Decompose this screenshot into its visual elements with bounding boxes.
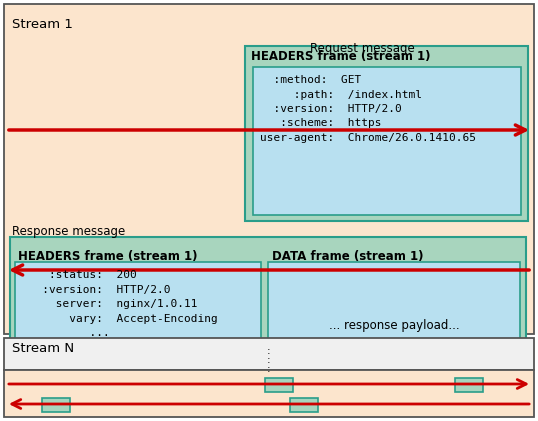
Bar <box>42 398 70 412</box>
Text: ... response payload...: ... response payload... <box>329 319 459 331</box>
Text: DATA frame (stream 1): DATA frame (stream 1) <box>272 250 423 263</box>
Text: Request message: Request message <box>310 42 415 55</box>
Text: Stream 1: Stream 1 <box>12 18 73 31</box>
Text: HEADERS frame (stream 1): HEADERS frame (stream 1) <box>251 50 430 63</box>
Text: :version:  HTTP/2.0: :version: HTTP/2.0 <box>260 104 402 114</box>
Bar <box>4 338 534 370</box>
Text: ...: ... <box>22 328 110 338</box>
Bar <box>10 237 526 395</box>
Text: HEADERS frame (stream 1): HEADERS frame (stream 1) <box>18 250 197 263</box>
Text: server:  nginx/1.0.11: server: nginx/1.0.11 <box>22 299 197 309</box>
Text: :version:  HTTP/2.0: :version: HTTP/2.0 <box>22 285 171 295</box>
Bar <box>290 398 318 412</box>
Bar <box>245 46 528 221</box>
Text: vary:  Accept-Encoding: vary: Accept-Encoding <box>22 314 218 323</box>
Bar <box>455 378 483 392</box>
Bar <box>4 370 534 417</box>
Text: :scheme:  https: :scheme: https <box>260 118 381 128</box>
Bar <box>253 67 521 215</box>
Text: user-agent:  Chrome/26.0.1410.65: user-agent: Chrome/26.0.1410.65 <box>260 133 476 143</box>
Text: :path:  /index.html: :path: /index.html <box>260 90 422 99</box>
Bar <box>265 378 293 392</box>
Text: :
:
:: : : : <box>267 346 271 374</box>
Bar <box>4 4 534 334</box>
Text: Stream N: Stream N <box>12 342 74 355</box>
Bar <box>15 262 261 389</box>
Text: :status:  200: :status: 200 <box>22 270 137 280</box>
Bar <box>268 262 520 389</box>
Text: :method:  GET: :method: GET <box>260 75 361 85</box>
Text: Response message: Response message <box>12 225 125 238</box>
